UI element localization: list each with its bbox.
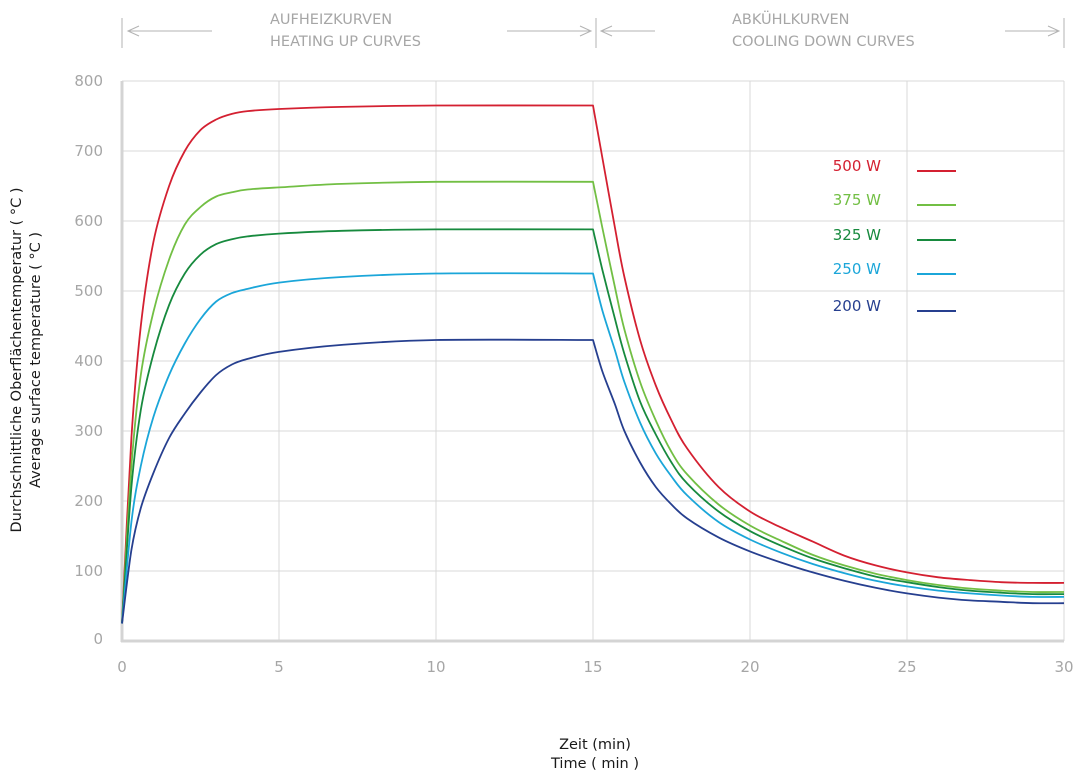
legend-label: 250 W [833, 260, 881, 278]
ylabel-line1: Durchschnittliche Oberflächentemperatur … [9, 187, 25, 532]
arrow-heating-left [126, 25, 212, 37]
y-tick-label: 600 [74, 212, 103, 230]
series-line-200w [121, 338, 1065, 624]
x-tick-label: 10 [426, 658, 445, 676]
legend-label: 500 W [833, 157, 881, 175]
section-cooling-line2: COOLING DOWN CURVES [732, 34, 915, 50]
y-tick-labels: 0 100 200 300 400 500 600 700 800 [74, 72, 103, 648]
section-cooling-line1: ABKÜHLKURVEN [732, 10, 850, 28]
x-tick-label: 5 [274, 658, 284, 676]
series-lines [121, 104, 1065, 624]
x-tick-label: 30 [1054, 658, 1073, 676]
y-tick-label: 400 [74, 352, 103, 370]
section-headers: AUFHEIZKURVEN HEATING UP CURVES ABKÜHLKU… [121, 10, 1065, 50]
y-tick-label: 800 [74, 72, 103, 90]
arrow-cooling-left [599, 25, 655, 37]
series-line-500w [121, 104, 1065, 624]
y-tick-label: 0 [93, 630, 103, 648]
axes [120, 81, 1064, 643]
section-heating-line2: HEATING UP CURVES [270, 34, 421, 50]
legend: 500 W 375 W 325 W 250 W 200 W [833, 157, 956, 315]
legend-label: 375 W [833, 191, 881, 209]
x-tick-label: 15 [583, 658, 602, 676]
section-arrows [121, 18, 1065, 48]
y-tick-label: 100 [74, 562, 103, 580]
y-tick-label: 700 [74, 142, 103, 160]
x-tick-label: 25 [897, 658, 916, 676]
y-tick-label: 500 [74, 282, 103, 300]
x-tick-label: 0 [117, 658, 127, 676]
arrow-cooling-right [1005, 25, 1061, 37]
section-heating-line1: AUFHEIZKURVEN [270, 12, 392, 28]
y-tick-label: 200 [74, 492, 103, 510]
grid [122, 80, 1065, 641]
x-axis-title: Zeit (min) Time ( min ) [550, 737, 639, 772]
series-line-250w [121, 272, 1065, 624]
y-axis-title: Durchschnittliche Oberflächentemperatur … [9, 187, 44, 532]
x-tick-label: 20 [740, 658, 759, 676]
legend-label: 200 W [833, 297, 881, 315]
legend-label: 325 W [833, 226, 881, 244]
arrow-heating-right [507, 25, 593, 37]
series-line-375w [121, 180, 1065, 624]
ylabel-line2: Average surface temperature ( °C ) [28, 232, 44, 488]
x-tick-labels: 0 5 10 15 20 25 30 [117, 658, 1073, 676]
series-line-325w [121, 228, 1065, 624]
y-tick-label: 300 [74, 422, 103, 440]
xlabel-line2: Time ( min ) [550, 756, 639, 772]
xlabel-line1: Zeit (min) [559, 737, 631, 753]
